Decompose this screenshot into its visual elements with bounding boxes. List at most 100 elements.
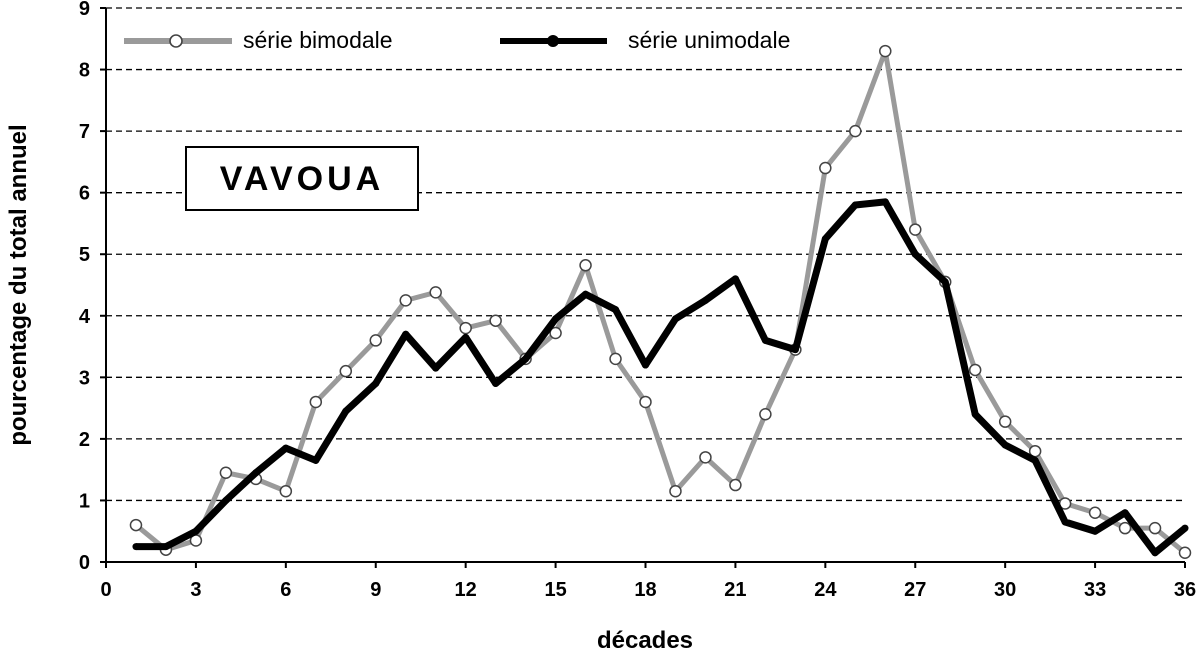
data-point-unimodale	[252, 469, 260, 477]
station-label: VAVOUA	[185, 146, 419, 211]
data-point-bimodale	[579, 259, 592, 272]
data-point-unimodale	[192, 527, 200, 535]
data-point-unimodale	[282, 444, 290, 452]
data-point-unimodale	[612, 306, 620, 314]
data-point-bimodale	[819, 161, 832, 175]
x-tick-label: 36	[1174, 579, 1196, 601]
data-point-bimodale	[639, 395, 652, 409]
legend-label-unimodale: série unimodale	[628, 27, 790, 53]
data-point-unimodale	[552, 315, 560, 323]
data-point-bimodale	[279, 484, 293, 498]
data-point-unimodale	[671, 315, 679, 323]
x-tick-label: 18	[634, 579, 656, 601]
y-tick-label: 1	[79, 490, 90, 512]
data-point-bimodale	[849, 124, 862, 138]
grid-lines	[106, 7, 1185, 502]
data-point-bimodale	[669, 484, 682, 498]
y-tick-label: 5	[79, 244, 90, 266]
x-tick-label: 24	[814, 579, 837, 601]
y-tick-label: 9	[79, 0, 90, 20]
x-tick-label: 30	[994, 579, 1016, 601]
data-point-bimodale	[1118, 521, 1132, 535]
data-point-unimodale	[312, 456, 320, 464]
x-tick-label: 9	[370, 579, 381, 601]
data-point-bimodale	[998, 415, 1012, 428]
data-point-bimodale	[909, 223, 922, 236]
data-point-unimodale	[821, 235, 829, 243]
x-tick-label: 0	[100, 579, 111, 601]
x-tick-labels: 0 3 6 9 12 15 18 21 24 27 30 33 36	[100, 579, 1196, 601]
data-point-unimodale	[462, 333, 470, 341]
y-tick-label: 2	[79, 429, 90, 451]
data-point-unimodale	[492, 379, 500, 387]
data-point-unimodale	[731, 275, 739, 283]
data-point-bimodale	[729, 478, 742, 492]
data-point-bimodale	[699, 451, 712, 464]
data-point-unimodale	[971, 410, 979, 418]
data-point-bimodale	[1178, 546, 1192, 560]
y-tick-labels: 0 1 2 3 4 5 6 7 8 9	[79, 0, 91, 574]
data-point-unimodale	[1121, 509, 1129, 517]
x-tick-label: 33	[1084, 579, 1106, 601]
legend-label-bimodale: série bimodale	[243, 27, 393, 53]
station-label-box	[185, 146, 419, 211]
data-point-unimodale	[342, 407, 350, 415]
data-point-unimodale	[402, 330, 410, 338]
data-point-unimodale	[911, 250, 919, 258]
data-point-bimodale	[968, 363, 982, 377]
x-tick-label: 27	[904, 579, 926, 601]
y-tick-label: 8	[79, 60, 90, 82]
data-point-unimodale	[1151, 549, 1159, 557]
data-point-unimodale	[642, 361, 649, 369]
data-point-bimodale	[489, 314, 502, 327]
data-point-unimodale	[791, 346, 799, 354]
data-point-bimodale	[549, 326, 562, 340]
data-point-unimodale	[881, 198, 889, 206]
data-point-bimodale	[219, 466, 233, 479]
x-tick-label: 15	[544, 579, 566, 601]
data-point-unimodale	[1181, 524, 1189, 532]
data-point-unimodale	[1091, 527, 1099, 535]
data-point-bimodale	[339, 364, 353, 378]
series-line-unimodale	[135, 198, 1188, 557]
data-point-bimodale	[129, 518, 143, 532]
series-group	[129, 44, 1192, 560]
x-tick-label: 3	[190, 579, 201, 601]
data-point-unimodale	[582, 290, 590, 298]
data-point-unimodale	[222, 496, 230, 504]
data-point-bimodale	[369, 334, 382, 347]
data-point-unimodale	[851, 201, 859, 209]
axes	[100, 7, 1186, 568]
y-tick-label: 0	[79, 552, 90, 574]
data-point-unimodale	[701, 296, 709, 304]
data-point-bimodale	[1148, 521, 1162, 535]
data-point-unimodale	[1031, 456, 1039, 464]
data-point-bimodale	[609, 352, 622, 366]
station-label-text: VAVOUA	[220, 160, 384, 198]
data-point-unimodale	[372, 379, 380, 387]
data-point-unimodale	[1061, 518, 1069, 526]
data-point-bimodale	[1088, 506, 1102, 520]
x-tick-label: 6	[280, 579, 291, 601]
data-point-unimodale	[162, 543, 170, 551]
y-tick-label: 3	[79, 367, 90, 389]
data-point-unimodale	[132, 543, 140, 551]
y-axis-label: pourcentage du total annuel	[5, 124, 32, 445]
data-point-bimodale	[759, 408, 772, 421]
data-point-unimodale	[761, 336, 769, 344]
legend-marker-bimodale	[169, 34, 183, 48]
legend: série bimodale série unimodale	[124, 27, 790, 53]
data-point-bimodale	[309, 395, 323, 409]
data-point-bimodale	[399, 294, 412, 307]
x-tick-label: 12	[455, 579, 477, 601]
y-tick-label: 4	[79, 306, 91, 328]
y-tick-label: 6	[79, 183, 90, 205]
data-point-unimodale	[522, 355, 530, 363]
data-point-unimodale	[1001, 441, 1009, 449]
data-point-bimodale	[459, 321, 472, 335]
series-line-bimodale	[134, 48, 1187, 555]
data-point-unimodale	[432, 364, 440, 372]
data-point-bimodale	[429, 286, 442, 299]
legend-marker-unimodale	[547, 35, 559, 47]
